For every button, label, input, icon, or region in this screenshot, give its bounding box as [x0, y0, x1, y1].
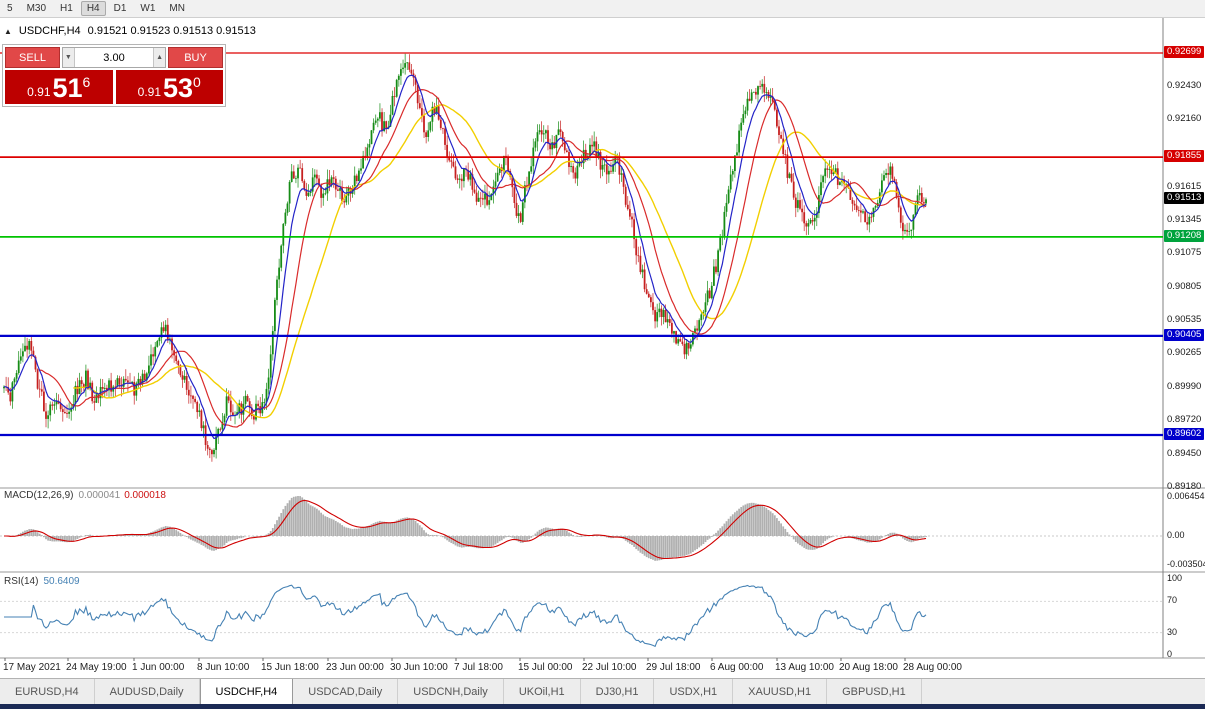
price-axis-label: 0.92160: [1167, 113, 1202, 124]
macd-axis-label: 0.00: [1167, 530, 1185, 540]
volume-spinner: ▼ ▲: [62, 47, 166, 68]
price-axis-badge: 0.91208: [1164, 230, 1205, 242]
price-axis-label: 0.90265: [1167, 347, 1202, 358]
chart-tab-EURUSD-H4[interactable]: EURUSD,H4: [0, 679, 95, 704]
time-axis[interactable]: 17 May 2021 24 May 19:00 1 Jun 00:00 8 Jun …: [0, 659, 1163, 678]
chart-tab-GBPUSD-H1[interactable]: GBPUSD,H1: [827, 679, 922, 704]
buy-price-sup: 0: [193, 74, 201, 90]
chart-tab-USDCHF-H4[interactable]: USDCHF,H4: [199, 679, 294, 704]
sell-price-sup: 6: [82, 74, 91, 90]
price-axis-badge: 0.91855: [1164, 150, 1205, 162]
time-axis-label: 22 Jul 10:00: [582, 662, 637, 673]
macd-label: MACD(12,26,9) 0.000041 0.000018: [4, 490, 166, 501]
price-axis-badge: 0.89602: [1164, 428, 1205, 440]
chart-tab-USDCNH-Daily[interactable]: USDCNH,Daily: [398, 679, 504, 704]
timeframe-button-D1[interactable]: D1: [113, 3, 127, 14]
timeframe-button-H1[interactable]: H1: [60, 3, 73, 14]
ma-mid-red: [39, 88, 927, 428]
chart-tab-UKOil-H1[interactable]: UKOil,H1: [504, 679, 581, 704]
buy-button[interactable]: BUY: [168, 47, 223, 68]
time-axis-label: 23 Jun 00:00: [326, 662, 384, 673]
time-axis-label: 15 Jul 00:00: [518, 662, 573, 673]
timeframe-button-M30[interactable]: M30: [26, 3, 47, 14]
timeframe-button-W1[interactable]: W1: [140, 3, 156, 14]
price-axis-label: 0.90535: [1167, 314, 1202, 325]
rsi-line: [4, 584, 927, 648]
macd-axis-label: -0.0035040: [1167, 559, 1205, 569]
timeframe-toolbar: 5 M30 H1 H4 D1 W1 MN: [0, 0, 1205, 18]
chart-title: USDCHF,H4: [18, 25, 81, 37]
price-axis-label: 0.91345: [1167, 214, 1202, 225]
sell-price-big: 51: [52, 73, 83, 103]
price-axis-label: 0.90805: [1167, 281, 1202, 292]
rsi-axis-label: 70: [1167, 595, 1178, 605]
time-axis-label: 28 Aug 00:00: [903, 662, 962, 673]
time-axis-label: 24 May 19:00: [66, 662, 127, 673]
chart-ohlc-values: 0.91521 0.91523 0.91513 0.91513: [87, 25, 256, 37]
price-axis[interactable]: 0.92430 0.92160 0.91615 0.91345 0.91075 0.908…: [1164, 0, 1205, 658]
macd-histogram: [7, 496, 927, 561]
chart-tab-DJ30-H1[interactable]: DJ30,H1: [581, 679, 655, 704]
price-axis-label: 0.91075: [1167, 247, 1202, 258]
time-axis-label: 20 Aug 18:00: [839, 662, 898, 673]
buy-price-big: 53: [163, 73, 194, 103]
volume-increase-icon[interactable]: ▲: [153, 48, 165, 67]
macd-signal-line: [4, 499, 927, 560]
chart-tabs-bar: EURUSD,H4 AUDUSD,Daily USDCHF,H4 USDCAD,Dai…: [0, 678, 1205, 704]
price-axis-label: 0.89180: [1167, 481, 1202, 492]
time-axis-label: 13 Aug 10:00: [775, 662, 834, 673]
price-axis-label: 0.89720: [1167, 414, 1202, 425]
timeframe-button-5[interactable]: 5: [7, 3, 13, 14]
chart-tab-AUDUSD-Daily[interactable]: AUDUSD,Daily: [95, 679, 200, 704]
rsi-axis-label: 0: [1167, 649, 1173, 659]
price-axis-badge: 0.92699: [1164, 46, 1205, 58]
timeframe-button-MN[interactable]: MN: [169, 3, 185, 14]
time-axis-label: 8 Jun 10:00: [197, 662, 250, 673]
time-axis-label: 7 Jul 18:00: [454, 662, 503, 673]
price-axis-label: 0.89450: [1167, 448, 1202, 459]
macd-value-main: 0.000041: [78, 490, 121, 501]
volume-decrease-icon[interactable]: ▼: [63, 48, 75, 67]
sell-price-display[interactable]: 0.91 51 6: [5, 70, 113, 104]
sell-button[interactable]: SELL: [5, 47, 60, 68]
time-axis-label: 6 Aug 00:00: [710, 662, 764, 673]
chart-tab-XAUUSD-H1[interactable]: XAUUSD,H1: [733, 679, 828, 704]
price-axis-label: 0.89990: [1167, 381, 1202, 392]
rsi-axis-label: 100: [1167, 573, 1183, 583]
chart-header: ▲ USDCHF,H4 0.91521 0.91523 0.91513 0.91…: [4, 25, 256, 37]
price-axis-badge: 0.91513: [1164, 192, 1205, 204]
chart-tab-USDCAD-Daily[interactable]: USDCAD,Daily: [293, 679, 399, 704]
volume-input[interactable]: [74, 48, 154, 67]
rsi-value: 50.6409: [43, 576, 80, 587]
chart-tab-USDX-H1[interactable]: USDX,H1: [654, 679, 734, 704]
time-axis-label: 29 Jul 18:00: [646, 662, 701, 673]
macd-name: MACD(12,26,9): [4, 490, 74, 501]
time-axis-label: 15 Jun 18:00: [261, 662, 319, 673]
price-axis-label: 0.91615: [1167, 181, 1202, 192]
ma-slow-yellow: [73, 104, 927, 419]
buy-price-display[interactable]: 0.91 53 0: [115, 70, 223, 104]
macd-value-signal: 0.000018: [124, 490, 166, 501]
price-axis-badge: 0.90405: [1164, 329, 1205, 341]
time-axis-label: 1 Jun 00:00: [132, 662, 185, 673]
sell-price-base: 0.91: [27, 85, 51, 99]
price-axis-label: 0.92430: [1167, 80, 1202, 91]
bottom-strip: [0, 704, 1205, 709]
rsi-axis-label: 30: [1167, 627, 1178, 637]
ma-fast-blue: [3, 74, 927, 440]
time-axis-label: 17 May 2021: [3, 662, 61, 673]
timeframe-button-H4[interactable]: H4: [80, 1, 106, 16]
rsi-name: RSI(14): [4, 576, 39, 587]
buy-price-base: 0.91: [137, 85, 161, 99]
macd-axis-label: 0.0064541: [1167, 491, 1205, 501]
collapse-chart-icon[interactable]: ▲: [4, 26, 12, 36]
time-axis-label: 30 Jun 10:00: [390, 662, 448, 673]
rsi-label: RSI(14) 50.6409: [4, 576, 80, 587]
